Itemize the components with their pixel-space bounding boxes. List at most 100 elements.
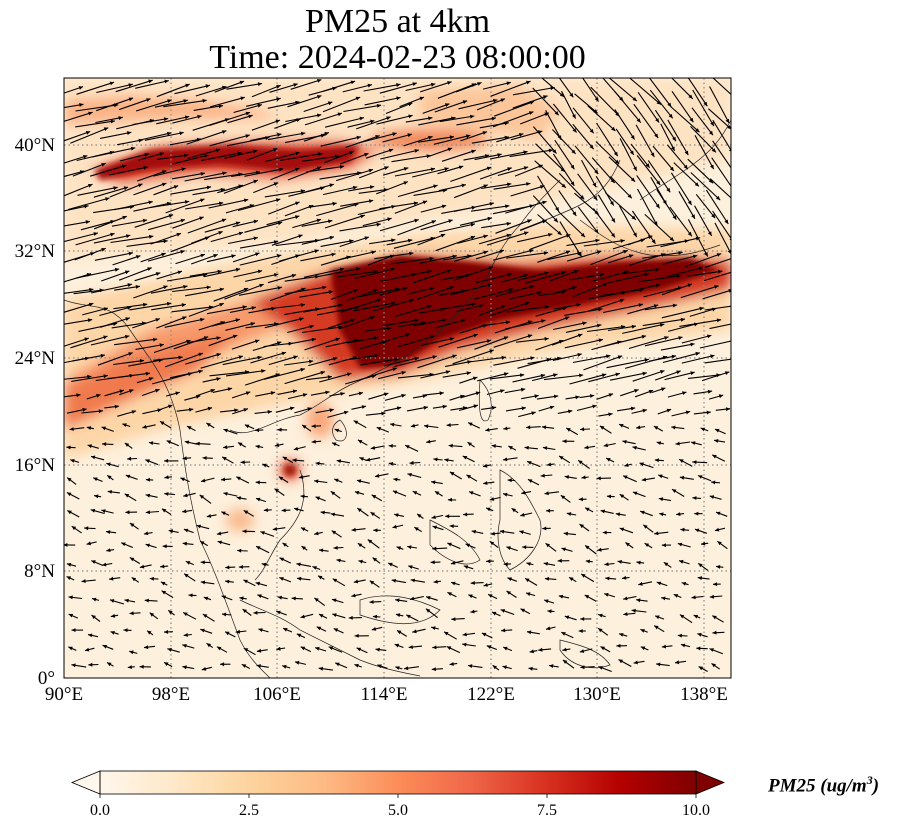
wind-arrow: [251, 119, 281, 131]
wind-arrow: [617, 406, 636, 412]
wind-arrow: [478, 233, 512, 245]
wind-arrow: [145, 510, 160, 515]
wind-arrow: [580, 427, 591, 432]
wind-arrow: [329, 392, 345, 397]
wind-arrow: [695, 194, 716, 219]
wind-arrow: [664, 371, 695, 381]
wind-arrow: [359, 166, 389, 179]
wind-arrow: [348, 391, 364, 397]
wind-arrow: [188, 302, 224, 317]
wind-arrow: [294, 407, 312, 414]
wind-arrow: [485, 507, 494, 512]
wind-arrow: [420, 370, 451, 379]
wind-arrow: [373, 528, 381, 533]
map-title: PM25 at 4km Time: 2024-02-23 08:00:00: [64, 4, 731, 76]
wind-arrow: [521, 394, 539, 400]
wind-arrow: [236, 496, 247, 501]
wind-arrow: [395, 304, 433, 317]
wind-arrow: [520, 608, 531, 615]
wind-arrow: [714, 439, 726, 443]
wind-arrow: [114, 285, 141, 291]
wind-arrow: [71, 663, 87, 668]
wind-arrow: [393, 477, 401, 482]
wind-arrow: [422, 103, 450, 114]
wind-arrow: [652, 145, 675, 172]
wind-arrow: [507, 577, 517, 582]
wind-arrow: [717, 540, 728, 550]
wind-arrow: [291, 596, 303, 601]
wind-arrow: [448, 443, 463, 448]
wind-arrow: [354, 490, 365, 495]
wind-arrow: [693, 389, 713, 395]
wind-arrow: [303, 303, 343, 313]
wind-arrow: [659, 512, 667, 517]
wind-arrow: [608, 254, 634, 264]
wind-arrow: [433, 579, 441, 584]
wind-arrow: [375, 333, 410, 345]
wind-arrow: [336, 558, 346, 563]
wind-arrow: [91, 597, 100, 602]
colorbar-tick-label: 7.5: [537, 802, 557, 819]
wind-arrow: [479, 167, 512, 180]
wind-arrow: [693, 410, 711, 415]
wind-arrow: [486, 645, 497, 651]
wind-arrow: [696, 646, 708, 651]
wind-arrow: [503, 562, 512, 566]
wind-arrow: [135, 343, 164, 350]
wind-arrow: [227, 114, 253, 124]
wind-arrow: [579, 648, 593, 653]
wind-arrow: [153, 339, 191, 354]
wind-arrow: [266, 215, 300, 226]
wind-arrow: [226, 369, 266, 377]
wind-arrow: [527, 478, 540, 486]
wind-arrow: [678, 559, 690, 565]
wind-arrow: [371, 494, 383, 502]
wind-arrow: [183, 528, 194, 534]
wind-arrow: [301, 219, 333, 227]
colorbar-tick-label: 2.5: [239, 802, 259, 819]
wind-arrow: [184, 440, 198, 445]
wind-arrow: [607, 272, 650, 284]
wind-arrow: [237, 548, 248, 553]
wind-arrow: [191, 230, 223, 244]
wind-arrow: [474, 288, 514, 300]
wind-arrow: [84, 647, 95, 652]
wind-arrow: [267, 273, 297, 284]
wind-arrow: [600, 646, 611, 653]
wind-arrow: [431, 514, 444, 519]
wind-arrow: [70, 459, 80, 463]
wind-arrow: [712, 119, 731, 152]
wind-arrow: [365, 411, 386, 416]
wind-arrow: [189, 269, 222, 277]
wind-arrow: [440, 302, 476, 310]
wind-arrow: [604, 593, 616, 598]
wind-arrow: [145, 477, 154, 482]
wind-arrow: [584, 544, 597, 555]
wind-arrow: [537, 175, 560, 212]
wind-arrow: [418, 135, 455, 143]
wind-arrow: [91, 614, 101, 622]
x-tick-label: 98°E: [152, 684, 190, 705]
wind-arrow: [405, 116, 433, 123]
wind-arrow: [126, 239, 168, 247]
wind-arrow: [303, 101, 333, 113]
wind-arrow: [596, 476, 612, 481]
wind-arrow: [282, 664, 291, 669]
wind-arrow: [468, 491, 481, 497]
colorbar-title-suffix: ): [872, 775, 880, 797]
wind-arrow: [276, 610, 287, 616]
wind-arrow: [642, 524, 654, 533]
wind-arrow: [493, 182, 531, 190]
wind-arrow: [347, 289, 378, 302]
wind-arrow: [691, 595, 704, 600]
wind-arrow: [544, 491, 560, 496]
wind-arrow: [185, 201, 224, 210]
wind-arrow: [330, 490, 341, 499]
wind-arrow: [232, 408, 249, 415]
wind-arrow: [687, 78, 708, 107]
wind-arrow: [110, 613, 119, 618]
wind-arrow: [546, 508, 554, 513]
wind-arrow: [583, 355, 623, 371]
wind-arrow: [557, 409, 573, 414]
wind-arrow: [506, 546, 518, 552]
